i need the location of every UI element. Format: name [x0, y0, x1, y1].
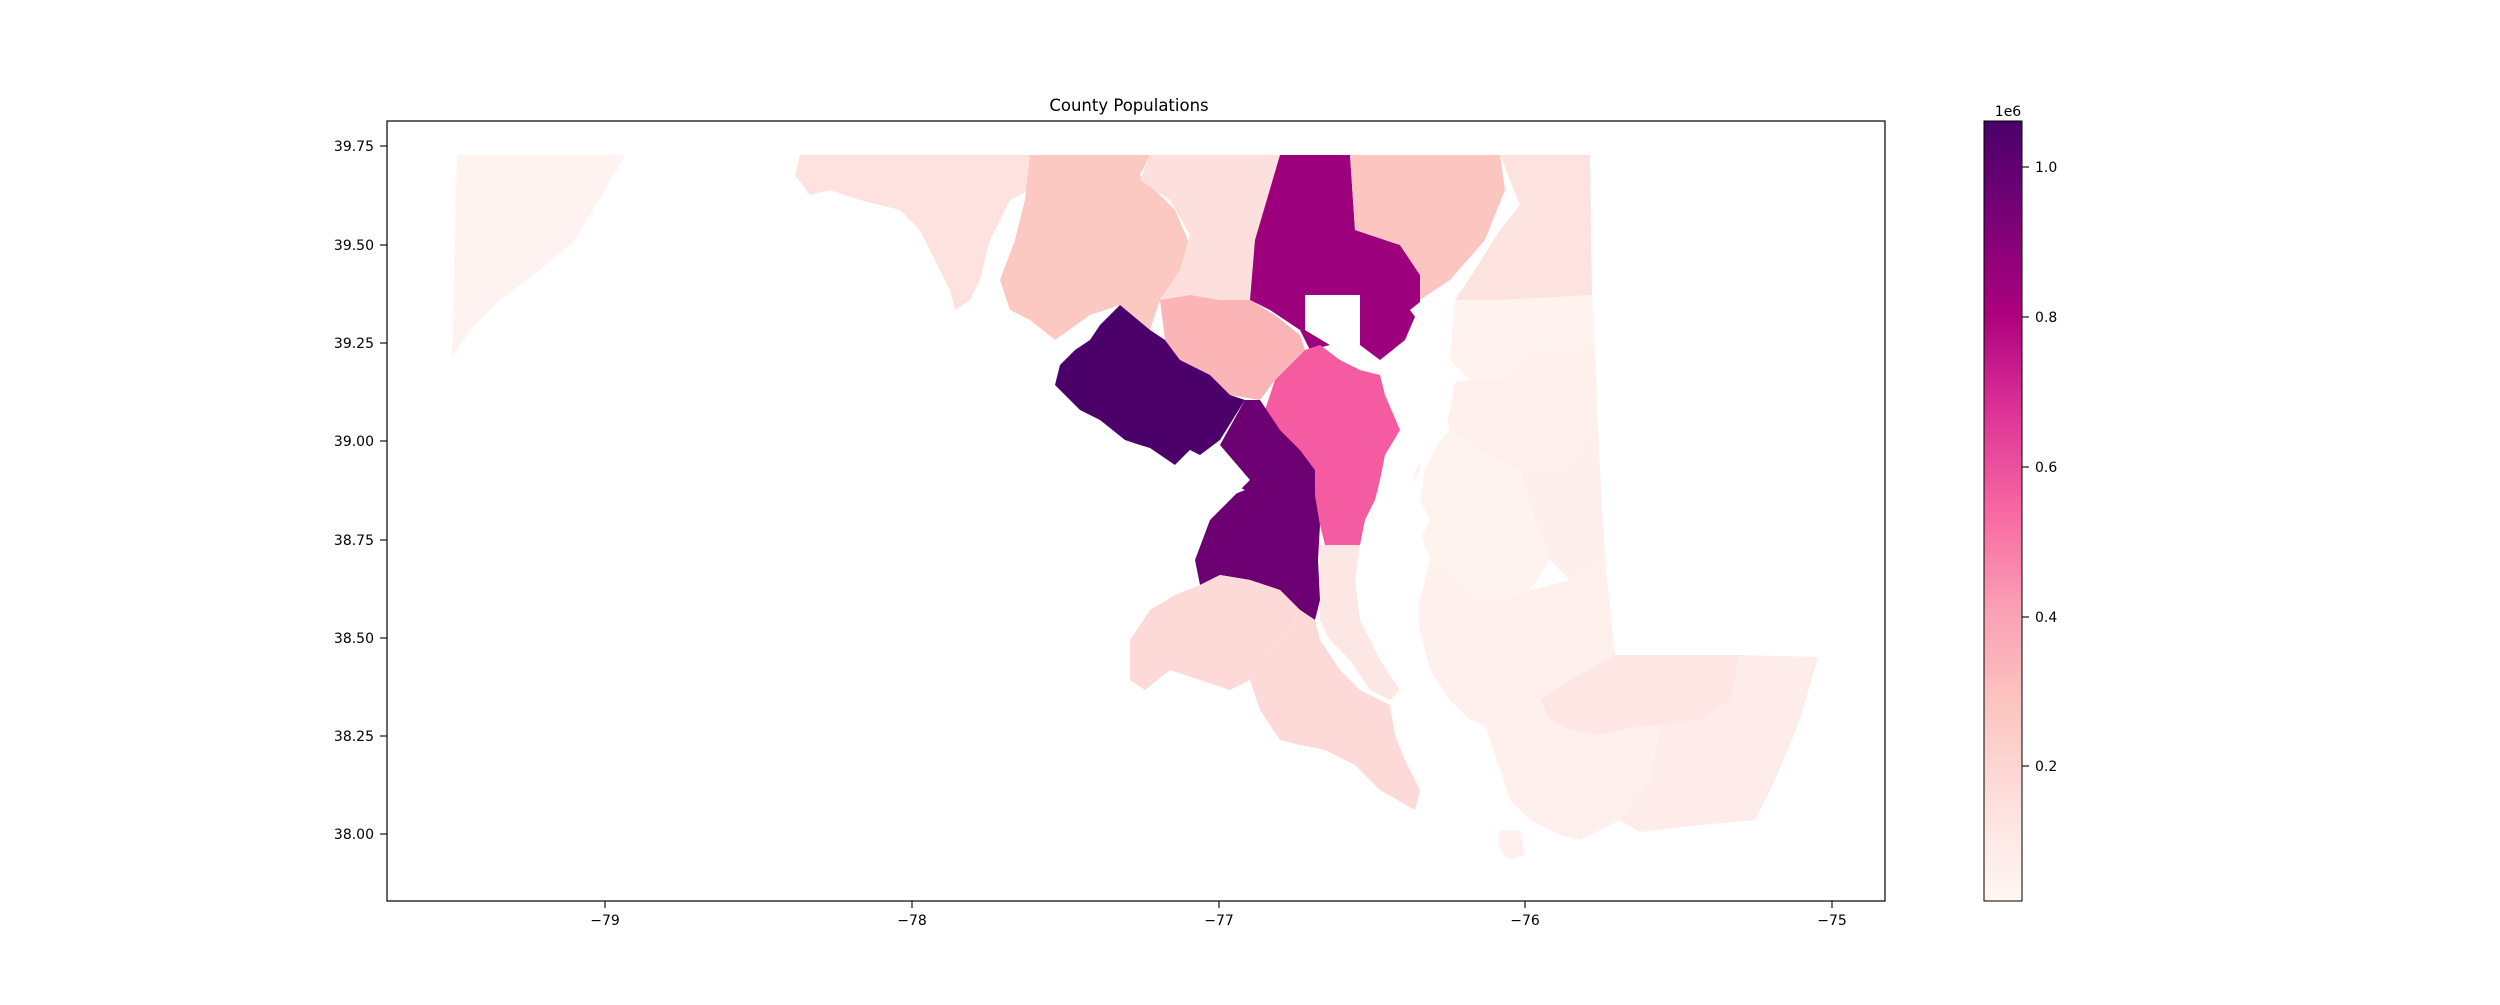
- county-region: [1440, 350, 1598, 470]
- colorbar-tick-label: 0.4: [2035, 610, 2057, 626]
- y-tick-label: 38.25: [334, 729, 374, 745]
- map-title: County Populations: [1049, 96, 1208, 115]
- x-tick-label: −78: [897, 913, 927, 929]
- county-region: [1250, 155, 1420, 360]
- county-region: [1055, 305, 1245, 465]
- county-region: [1520, 430, 1605, 580]
- x-tick-label: −79: [590, 913, 620, 929]
- map-regions: [452, 155, 1818, 860]
- county-region: [452, 155, 625, 358]
- colorbar: 1e6 1.0 0.8 0.6 0.4 0.2: [1983, 104, 2057, 902]
- colorbar-exponent: 1e6: [1995, 104, 2022, 120]
- y-tick-label: 38.00: [334, 827, 374, 843]
- x-tick-label: −77: [1204, 913, 1234, 929]
- y-tick-label: 39.25: [334, 336, 374, 352]
- x-tick-label: −75: [1817, 913, 1847, 929]
- county-region: [1160, 295, 1305, 400]
- y-axis: 39.75 39.50 39.25 39.00 38.75 38.50 38.2…: [334, 139, 387, 843]
- county-region: [1000, 155, 1190, 340]
- county-region: [1485, 700, 1660, 840]
- county-region: [1320, 545, 1400, 700]
- colorbar-tick-label: 0.6: [2035, 460, 2057, 476]
- county-region: [1420, 560, 1615, 725]
- county-region: [1265, 345, 1400, 545]
- county-region: [1140, 155, 1280, 300]
- y-tick-label: 38.50: [334, 631, 374, 647]
- x-axis: −79 −78 −77 −76 −75: [590, 901, 1847, 929]
- county-region: [1130, 575, 1300, 690]
- y-tick-label: 39.50: [334, 238, 374, 254]
- county-region: [1620, 655, 1818, 832]
- county-region: [1195, 400, 1320, 620]
- county-region: [1540, 655, 1740, 735]
- colorbar-gradient: [1983, 120, 2023, 902]
- y-tick-label: 39.00: [334, 434, 374, 450]
- county-region: [795, 155, 1030, 310]
- county-region: [1410, 430, 1550, 600]
- county-region: [1350, 155, 1505, 300]
- county-region: [1250, 610, 1420, 810]
- x-tick-label: −76: [1510, 913, 1540, 929]
- colorbar-tick-label: 1.0: [2035, 160, 2057, 176]
- y-tick-label: 38.75: [334, 533, 374, 549]
- colorbar-tick-label: 0.8: [2035, 310, 2057, 326]
- map-axes-frame: [386, 120, 1886, 902]
- county-region: [1500, 830, 1525, 860]
- y-tick-label: 39.75: [334, 139, 374, 155]
- colorbar-tick-label: 0.2: [2035, 759, 2057, 775]
- county-region: [1455, 155, 1592, 300]
- map-holes: [1175, 290, 1455, 730]
- county-region: [1450, 295, 1595, 380]
